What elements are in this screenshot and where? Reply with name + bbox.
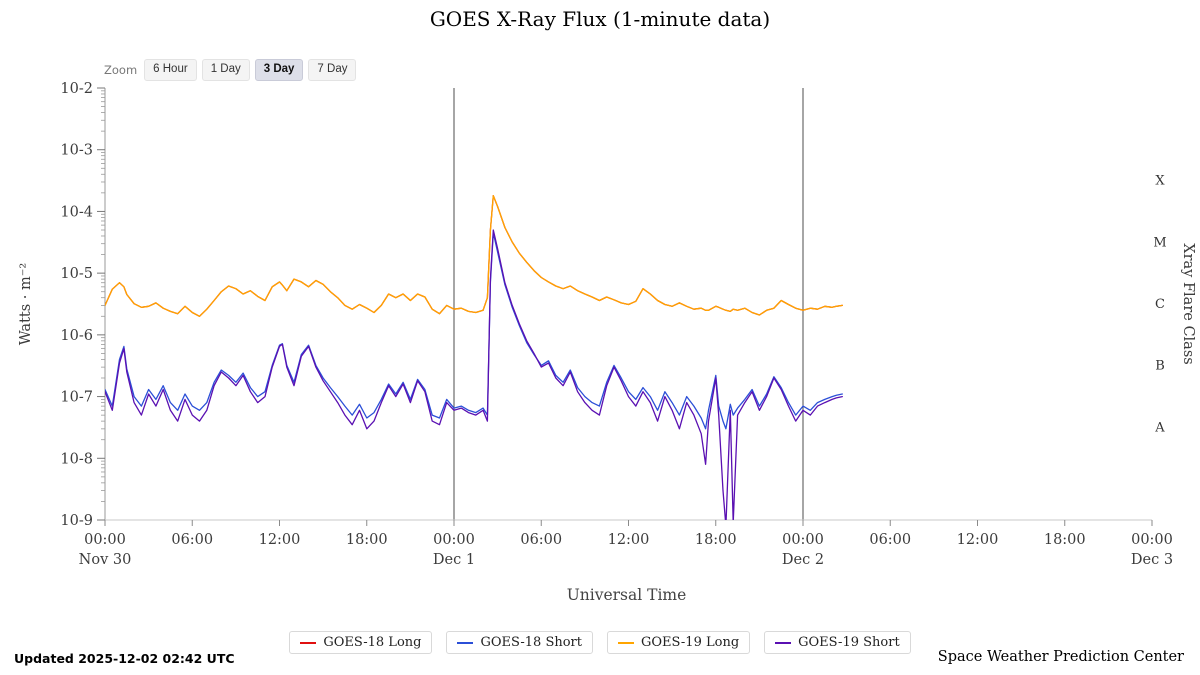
legend-swatch-goes-19-long: [618, 641, 634, 644]
y-tick-label: 10-6: [60, 328, 93, 344]
flare-class-label-a: A: [1154, 420, 1165, 435]
legend-label: GOES-19 Short: [798, 635, 900, 650]
x-tick-label: 00:00: [433, 532, 475, 548]
x-tick-label: 12:00: [957, 532, 999, 548]
x-date-label: Nov 30: [79, 552, 132, 568]
x-tick-label: 06:00: [520, 532, 562, 548]
y-tick-label: 10-5: [60, 266, 93, 282]
x-date-label: Dec 3: [1131, 552, 1173, 568]
x-tick-label: 18:00: [695, 532, 737, 548]
x-tick-label: 00:00: [84, 532, 126, 548]
x-tick-label: 00:00: [782, 532, 824, 548]
y-tick-label: 10-3: [60, 143, 93, 159]
zoom-bar: Zoom 6 Hour 1 Day 3 Day 7 Day: [104, 59, 357, 81]
x-tick-label: 06:00: [171, 532, 213, 548]
legend-swatch-goes-18-short: [457, 641, 474, 644]
legend-swatch-goes-19-short: [775, 641, 792, 644]
zoom-button-1-day[interactable]: 1 Day: [201, 59, 250, 81]
legend-label: GOES-18 Short: [480, 635, 582, 650]
y-tick-label: 10-2: [60, 81, 93, 97]
x-axis-title: Universal Time: [567, 586, 687, 604]
zoom-button-3-day[interactable]: 3 Day: [254, 59, 304, 81]
legend-item-goes-19-long[interactable]: GOES-19 Long: [607, 631, 751, 654]
legend-item-goes-18-short[interactable]: GOES-18 Short: [446, 631, 593, 654]
y2-axis-title: Xray Flare Class: [1180, 243, 1196, 364]
x-tick-label: 12:00: [608, 532, 650, 548]
x-tick-label: 18:00: [1044, 532, 1086, 548]
x-date-label: Dec 2: [782, 552, 824, 568]
series-line-goes-19-long: [105, 195, 843, 317]
flare-class-label-m: M: [1153, 235, 1166, 250]
updated-timestamp: Updated 2025-12-02 02:42 UTC: [14, 651, 235, 666]
credit: Space Weather Prediction Center: [937, 649, 1184, 665]
y-tick-label: 10-9: [60, 513, 93, 529]
series-line-goes-18-short: [105, 232, 843, 430]
flare-class-label-x: X: [1155, 174, 1165, 189]
legend-label: GOES-19 Long: [641, 635, 740, 650]
legend-swatch-goes-18-long: [300, 641, 317, 644]
series-group: [105, 195, 843, 520]
x-tick-label: 06:00: [869, 532, 911, 548]
zoom-button-7-day[interactable]: 7 Day: [308, 59, 357, 81]
legend: GOES-18 Long GOES-18 Short GOES-19 Long GOE…: [0, 631, 1200, 654]
y-axis-title: Watts · m⁻²: [18, 263, 34, 345]
legend-item-goes-18-long[interactable]: GOES-18 Long: [289, 631, 433, 654]
y-tick-label: 10-7: [60, 390, 93, 406]
legend-item-goes-19-short[interactable]: GOES-19 Short: [764, 631, 911, 654]
x-date-label: Dec 1: [433, 552, 475, 568]
zoom-label: Zoom: [104, 62, 138, 77]
x-tick-label: 00:00: [1131, 532, 1173, 548]
flare-class-label-b: B: [1155, 359, 1165, 374]
page-title: GOES X-Ray Flux (1-minute data): [429, 7, 771, 31]
zoom-buttons: 6 Hour 1 Day 3 Day 7 Day: [144, 59, 357, 81]
zoom-button-6-hour[interactable]: 6 Hour: [144, 59, 197, 81]
y-tick-label: 10-8: [60, 451, 93, 467]
x-tick-label: 18:00: [346, 532, 388, 548]
legend-label: GOES-18 Long: [323, 635, 422, 650]
x-tick-label: 12:00: [259, 532, 301, 548]
flare-class-label-c: C: [1155, 297, 1165, 312]
series-line-goes-19-short: [105, 229, 843, 520]
y-tick-label: 10-4: [60, 204, 93, 220]
